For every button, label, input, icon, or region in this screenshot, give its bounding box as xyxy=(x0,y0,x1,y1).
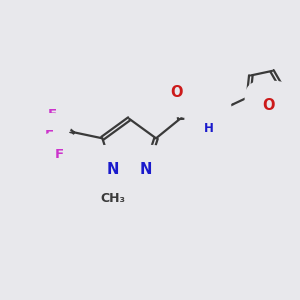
Text: H: H xyxy=(204,122,214,135)
Text: N: N xyxy=(140,162,152,177)
Text: CH₃: CH₃ xyxy=(100,192,125,205)
Text: F: F xyxy=(55,148,64,161)
Text: N: N xyxy=(202,110,214,125)
Text: F: F xyxy=(44,129,53,142)
Text: N: N xyxy=(106,162,119,177)
Text: O: O xyxy=(171,85,183,100)
Text: F: F xyxy=(47,108,56,121)
Text: O: O xyxy=(262,98,274,113)
